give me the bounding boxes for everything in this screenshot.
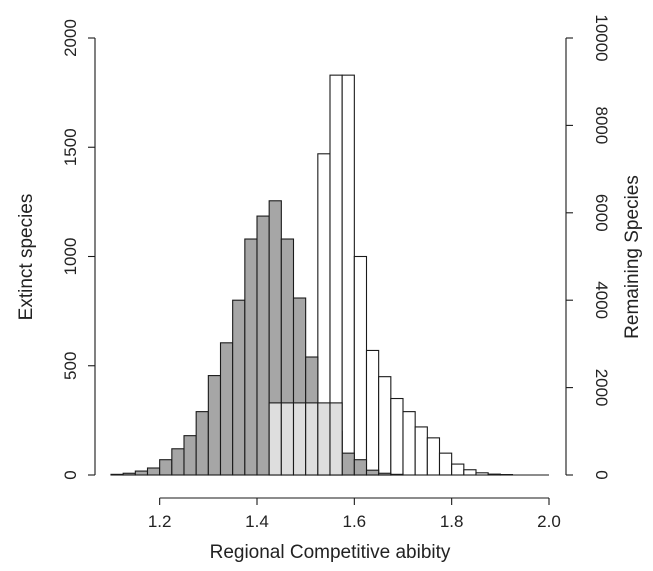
y2-tick-label: 10000 (592, 14, 611, 61)
histogram-bar-s1-11 (438, 452, 453, 476)
histogram-bar-s1-5 (365, 349, 380, 476)
histogram-bar-s1-6 (378, 376, 392, 476)
histogram-bar-s1-3 (341, 74, 355, 476)
histogram-bar-s2-7 (183, 435, 197, 476)
histogram-bar-s1-12 (451, 463, 465, 476)
histogram-bar-s3-2 (280, 402, 295, 476)
y-tick-label: 500 (61, 352, 80, 380)
histogram-bar-s2-12 (244, 238, 258, 476)
histogram-bar-s2-4 (146, 467, 161, 476)
y2-tick-label: 4000 (592, 281, 611, 319)
y-axis-title: Extinct species (16, 194, 37, 321)
histogram-bar-s2-11 (232, 299, 246, 476)
histogram-bar-s2-22 (365, 469, 380, 476)
histogram-bar-s1-7 (390, 397, 404, 476)
y2-tick-label: 6000 (592, 194, 611, 232)
histogram-bar-s2-3 (134, 470, 149, 476)
histogram-bar-s2-20 (341, 452, 355, 476)
histogram-bar-s2-13 (256, 215, 270, 476)
histogram-bar-s3-5 (317, 402, 331, 476)
histogram-bar-s3-4 (305, 402, 319, 476)
histogram-bar-s2-9 (207, 375, 222, 476)
y-tick-label: 1500 (61, 128, 80, 166)
x-tick-label: 1.2 (148, 512, 172, 531)
histogram-bar-s2-10 (219, 342, 234, 476)
histogram-bar-s3-1 (268, 402, 282, 476)
histogram-bar-s3-6 (329, 402, 343, 476)
y2-tick-label: 0 (592, 470, 611, 479)
y2-tick-label: 8000 (592, 106, 611, 144)
histogram-bar-s2-6 (171, 448, 185, 476)
y2-tick-label: 2000 (592, 369, 611, 407)
x-tick-label: 1.6 (343, 512, 367, 531)
bars-layer (110, 74, 514, 476)
x-tick-label: 1.8 (440, 512, 464, 531)
histogram-bar-s1-10 (426, 437, 441, 476)
histogram-bar-s1-8 (402, 411, 416, 476)
histogram-bar-s2-5 (159, 459, 173, 476)
y2-axis-title: Remaining Species (622, 175, 643, 339)
x-tick-label: 1.4 (245, 512, 269, 531)
histogram-bar-s2-8 (195, 411, 209, 476)
y-tick-label: 0 (61, 470, 80, 479)
histogram-bar-s1-4 (353, 255, 368, 476)
histogram-bar-s1-9 (414, 426, 428, 476)
y-tick-label: 2000 (61, 19, 80, 57)
x-tick-label: 2.0 (537, 512, 561, 531)
histogram-bar-s1-13 (463, 469, 477, 476)
axes-layer: 1.2 1.4 1.6 1.8 2.0 0 500 1000 1500 2000 0 2000 4000… (61, 14, 611, 531)
x-axis-title: Regional Competitive abibity (210, 542, 451, 563)
histogram-bar-s3-3 (292, 402, 307, 476)
histogram-bar-s2-21 (353, 459, 368, 476)
y-tick-label: 1000 (61, 238, 80, 276)
